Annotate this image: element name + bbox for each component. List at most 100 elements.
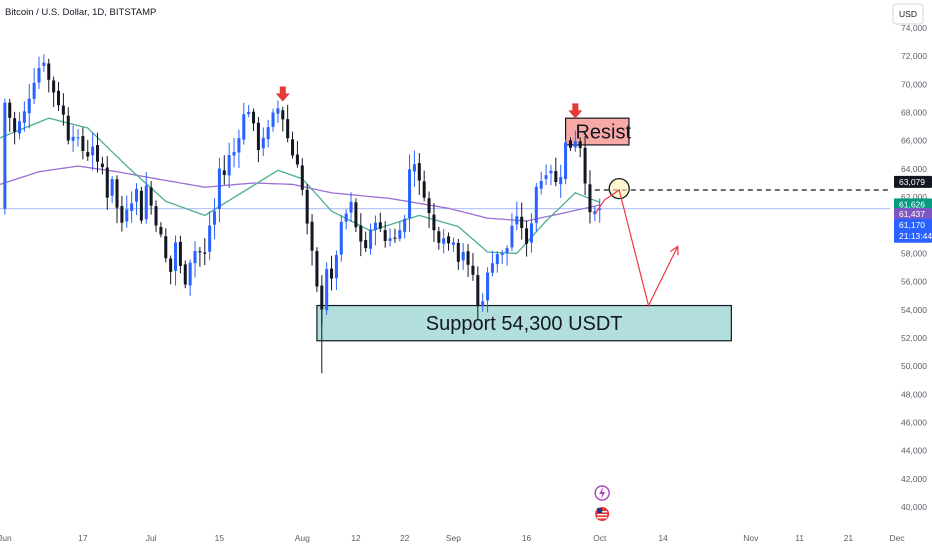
candle-body: [27, 98, 31, 114]
candle-body: [208, 225, 212, 252]
candle-body: [164, 236, 168, 259]
candle: [71, 125, 75, 152]
candle-body: [120, 206, 124, 223]
candle-body: [13, 118, 17, 132]
chart-title: Bitcoin / U.S. Dollar, 1D, BITSTAMP: [5, 7, 156, 18]
candle: [149, 181, 153, 215]
candle-body: [130, 203, 134, 212]
candle-body: [393, 237, 397, 239]
candle-body: [568, 140, 572, 148]
events[interactable]: [594, 485, 610, 521]
candle-body: [193, 251, 197, 264]
x-tick-label: 11: [795, 533, 804, 543]
candle-body: [588, 184, 592, 213]
candle-body: [573, 141, 577, 148]
candle-body: [227, 155, 231, 176]
currency-button[interactable]: USD: [892, 3, 924, 25]
x-tick-label: Jul: [146, 533, 157, 543]
candle-body: [578, 141, 582, 149]
candle-body: [593, 211, 597, 215]
price-axis-background: [890, 0, 932, 550]
candle: [383, 221, 387, 248]
candle-body: [261, 137, 265, 149]
candle: [159, 222, 163, 238]
candle: [598, 198, 602, 223]
y-tick-label: 52,000: [901, 333, 927, 343]
candle: [564, 139, 568, 185]
candle: [510, 213, 514, 252]
candle: [183, 260, 187, 289]
candle-body: [490, 263, 494, 273]
candle: [295, 140, 299, 168]
candle: [369, 223, 373, 255]
candle: [364, 231, 368, 253]
candle-body: [334, 254, 338, 279]
candle: [56, 82, 61, 112]
candle-body: [61, 105, 65, 115]
projection-path[interactable]: [594, 189, 679, 308]
candle-body: [339, 221, 343, 255]
candle: [81, 127, 85, 160]
candle: [281, 106, 285, 132]
candle: [125, 195, 129, 228]
candle-body: [534, 186, 538, 223]
candle: [105, 156, 109, 210]
candle: [403, 214, 407, 239]
candle-body: [66, 115, 70, 141]
candle-body: [183, 264, 187, 285]
x-tick-label: Jun: [0, 533, 12, 543]
candle: [130, 191, 134, 223]
flag-canton: [597, 508, 603, 513]
candle: [203, 238, 207, 266]
retest-circle-marker[interactable]: [608, 177, 630, 200]
candle: [325, 262, 329, 315]
candle: [76, 129, 80, 147]
candle: [378, 212, 382, 233]
candle: [578, 137, 582, 158]
candle: [315, 247, 319, 292]
candle-body: [110, 178, 114, 196]
candle-body: [198, 251, 202, 253]
candle: [344, 209, 348, 230]
price-badge-label: 61,170: [899, 220, 925, 230]
y-tick-label: 72,000: [901, 51, 927, 61]
candle: [42, 54, 46, 72]
candle: [481, 293, 485, 312]
candle-body: [139, 190, 143, 221]
candle-body: [344, 213, 348, 222]
candle-body: [247, 111, 251, 115]
candle-body: [559, 177, 563, 185]
candle: [66, 107, 70, 145]
currency-button-frame: [892, 3, 924, 25]
price-axis[interactable]: 40,000 42,000 44,000 46,000 48,000 50,000 52,0…: [890, 0, 932, 550]
candle-body: [583, 147, 587, 184]
down-arrow-icon[interactable]: [568, 103, 583, 119]
candle: [359, 213, 363, 257]
candle: [232, 137, 236, 168]
candle: [544, 164, 548, 185]
candle: [139, 186, 143, 224]
resist-zone[interactable]: [564, 117, 630, 146]
time-axis[interactable]: Jun 17 Jul 15 Aug 12 22 Sep 16 Oct 14 Nov 11 21 Dec: [0, 528, 905, 550]
candle-body: [486, 272, 490, 301]
candle-body: [549, 170, 553, 174]
candle-body: [222, 170, 226, 175]
candle: [115, 175, 119, 224]
candle-body: [22, 111, 26, 123]
candle: [568, 137, 572, 151]
bar-countdown-label: 21:13:44: [899, 231, 932, 241]
down-arrow-icon[interactable]: [275, 86, 290, 102]
candle-body: [451, 242, 455, 245]
x-tick-label: Dec: [890, 533, 906, 543]
y-tick-label: 40,000: [901, 502, 927, 512]
support-zone[interactable]: [316, 304, 732, 342]
candle-body: [232, 151, 236, 156]
ma-fast-line: [0, 117, 600, 255]
candle: [164, 228, 168, 263]
candle-body: [252, 111, 256, 124]
candle-body: [300, 165, 304, 190]
candle-body: [8, 102, 12, 118]
candle: [471, 253, 475, 281]
candle: [388, 228, 392, 247]
candle: [17, 112, 22, 140]
